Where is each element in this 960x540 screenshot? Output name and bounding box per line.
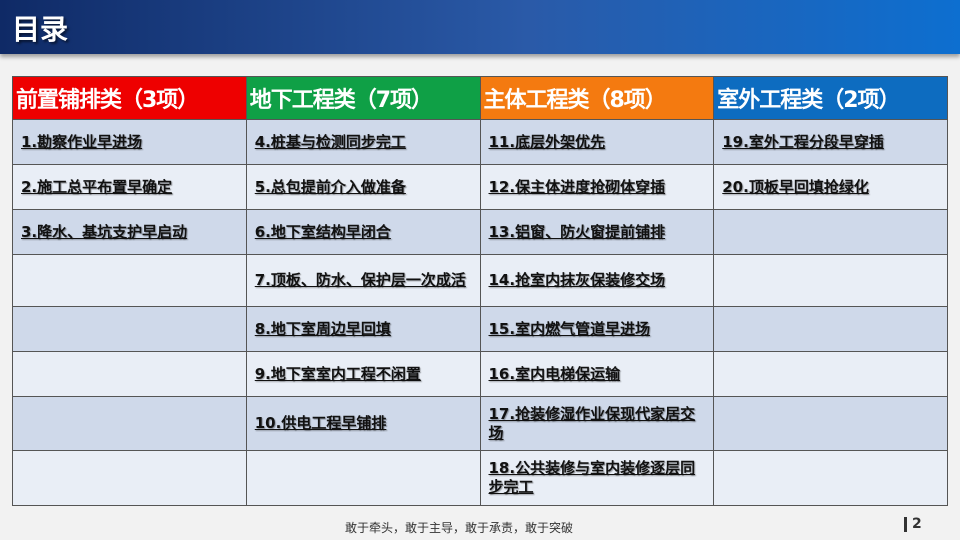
category-header: 地下工程类（7项） — [245, 76, 481, 120]
toc-link[interactable]: 18.公共装修与室内装修逐层同步完工 — [479, 450, 715, 506]
empty-cell — [245, 450, 481, 506]
toc-link[interactable]: 8.地下室周边早回填 — [245, 306, 481, 352]
empty-cell — [12, 351, 247, 397]
footer-slogan: 敢于牵头，敢于主导，敢于承责，敢于突破 — [345, 521, 574, 535]
page-number: 2 — [904, 517, 922, 532]
empty-cell — [12, 396, 247, 451]
contents-table: 前置铺排类（3项） 地下工程类（7项） 主体工程类（8项） 室外工程类（2项） 1.勘… — [12, 76, 948, 506]
empty-cell — [713, 351, 948, 397]
header-row: 前置铺排类（3项） 地下工程类（7项） 主体工程类（8项） 室外工程类（2项） — [12, 76, 948, 120]
toc-link[interactable]: 15.室内燃气管道早进场 — [479, 306, 715, 352]
table-row: 7.顶板、防水、保护层一次成活 14.抢室内抹灰保装修交场 — [12, 254, 948, 307]
toc-link[interactable]: 1.勘察作业早进场 — [12, 119, 247, 165]
toc-link[interactable]: 10.供电工程早铺排 — [245, 396, 481, 451]
toc-link[interactable]: 3.降水、基坑支护早启动 — [12, 209, 247, 255]
title-bar: 目录 — [0, 0, 960, 54]
toc-link[interactable]: 12.保主体进度抢砌体穿插 — [479, 164, 715, 210]
table-row: 10.供电工程早铺排 17.抢装修湿作业保现代家居交场 — [12, 396, 948, 451]
category-header: 主体工程类（8项） — [479, 76, 715, 120]
table-row: 8.地下室周边早回填 15.室内燃气管道早进场 — [12, 306, 948, 352]
empty-cell — [713, 209, 948, 255]
toc-link[interactable]: 5.总包提前介入做准备 — [245, 164, 481, 210]
empty-cell — [713, 306, 948, 352]
empty-cell — [12, 254, 247, 307]
empty-cell — [713, 254, 948, 307]
toc-link[interactable]: 6.地下室结构早闭合 — [245, 209, 481, 255]
toc-link[interactable]: 7.顶板、防水、保护层一次成活 — [245, 254, 481, 307]
table-row: 2.施工总平布置早确定 5.总包提前介入做准备 12.保主体进度抢砌体穿插 20.顶板… — [12, 164, 948, 210]
category-header: 前置铺排类（3项） — [12, 76, 247, 120]
toc-link[interactable]: 9.地下室室内工程不闲置 — [245, 351, 481, 397]
table-row: 18.公共装修与室内装修逐层同步完工 — [12, 450, 948, 506]
toc-link[interactable]: 2.施工总平布置早确定 — [12, 164, 247, 210]
table-row: 9.地下室室内工程不闲置 16.室内电梯保运输 — [12, 351, 948, 397]
empty-cell — [713, 450, 948, 506]
toc-link[interactable]: 20.顶板早回填抢绿化 — [713, 164, 948, 210]
table-row: 1.勘察作业早进场 4.桩基与检测同步完工 11.底层外架优先 19.室外工程分段早穿… — [12, 119, 948, 165]
empty-cell — [12, 450, 247, 506]
toc-link[interactable]: 17.抢装修湿作业保现代家居交场 — [479, 396, 715, 451]
toc-link[interactable]: 11.底层外架优先 — [479, 119, 715, 165]
toc-link[interactable]: 4.桩基与检测同步完工 — [245, 119, 481, 165]
category-header: 室外工程类（2项） — [713, 76, 948, 120]
page-title: 目录 — [12, 13, 69, 46]
toc-link[interactable]: 16.室内电梯保运输 — [479, 351, 715, 397]
toc-link[interactable]: 13.铝窗、防火窗提前铺排 — [479, 209, 715, 255]
toc-link[interactable]: 19.室外工程分段早穿插 — [713, 119, 948, 165]
toc-link[interactable]: 14.抢室内抹灰保装修交场 — [479, 254, 715, 307]
table-row: 3.降水、基坑支护早启动 6.地下室结构早闭合 13.铝窗、防火窗提前铺排 — [12, 209, 948, 255]
empty-cell — [713, 396, 948, 451]
empty-cell — [12, 306, 247, 352]
